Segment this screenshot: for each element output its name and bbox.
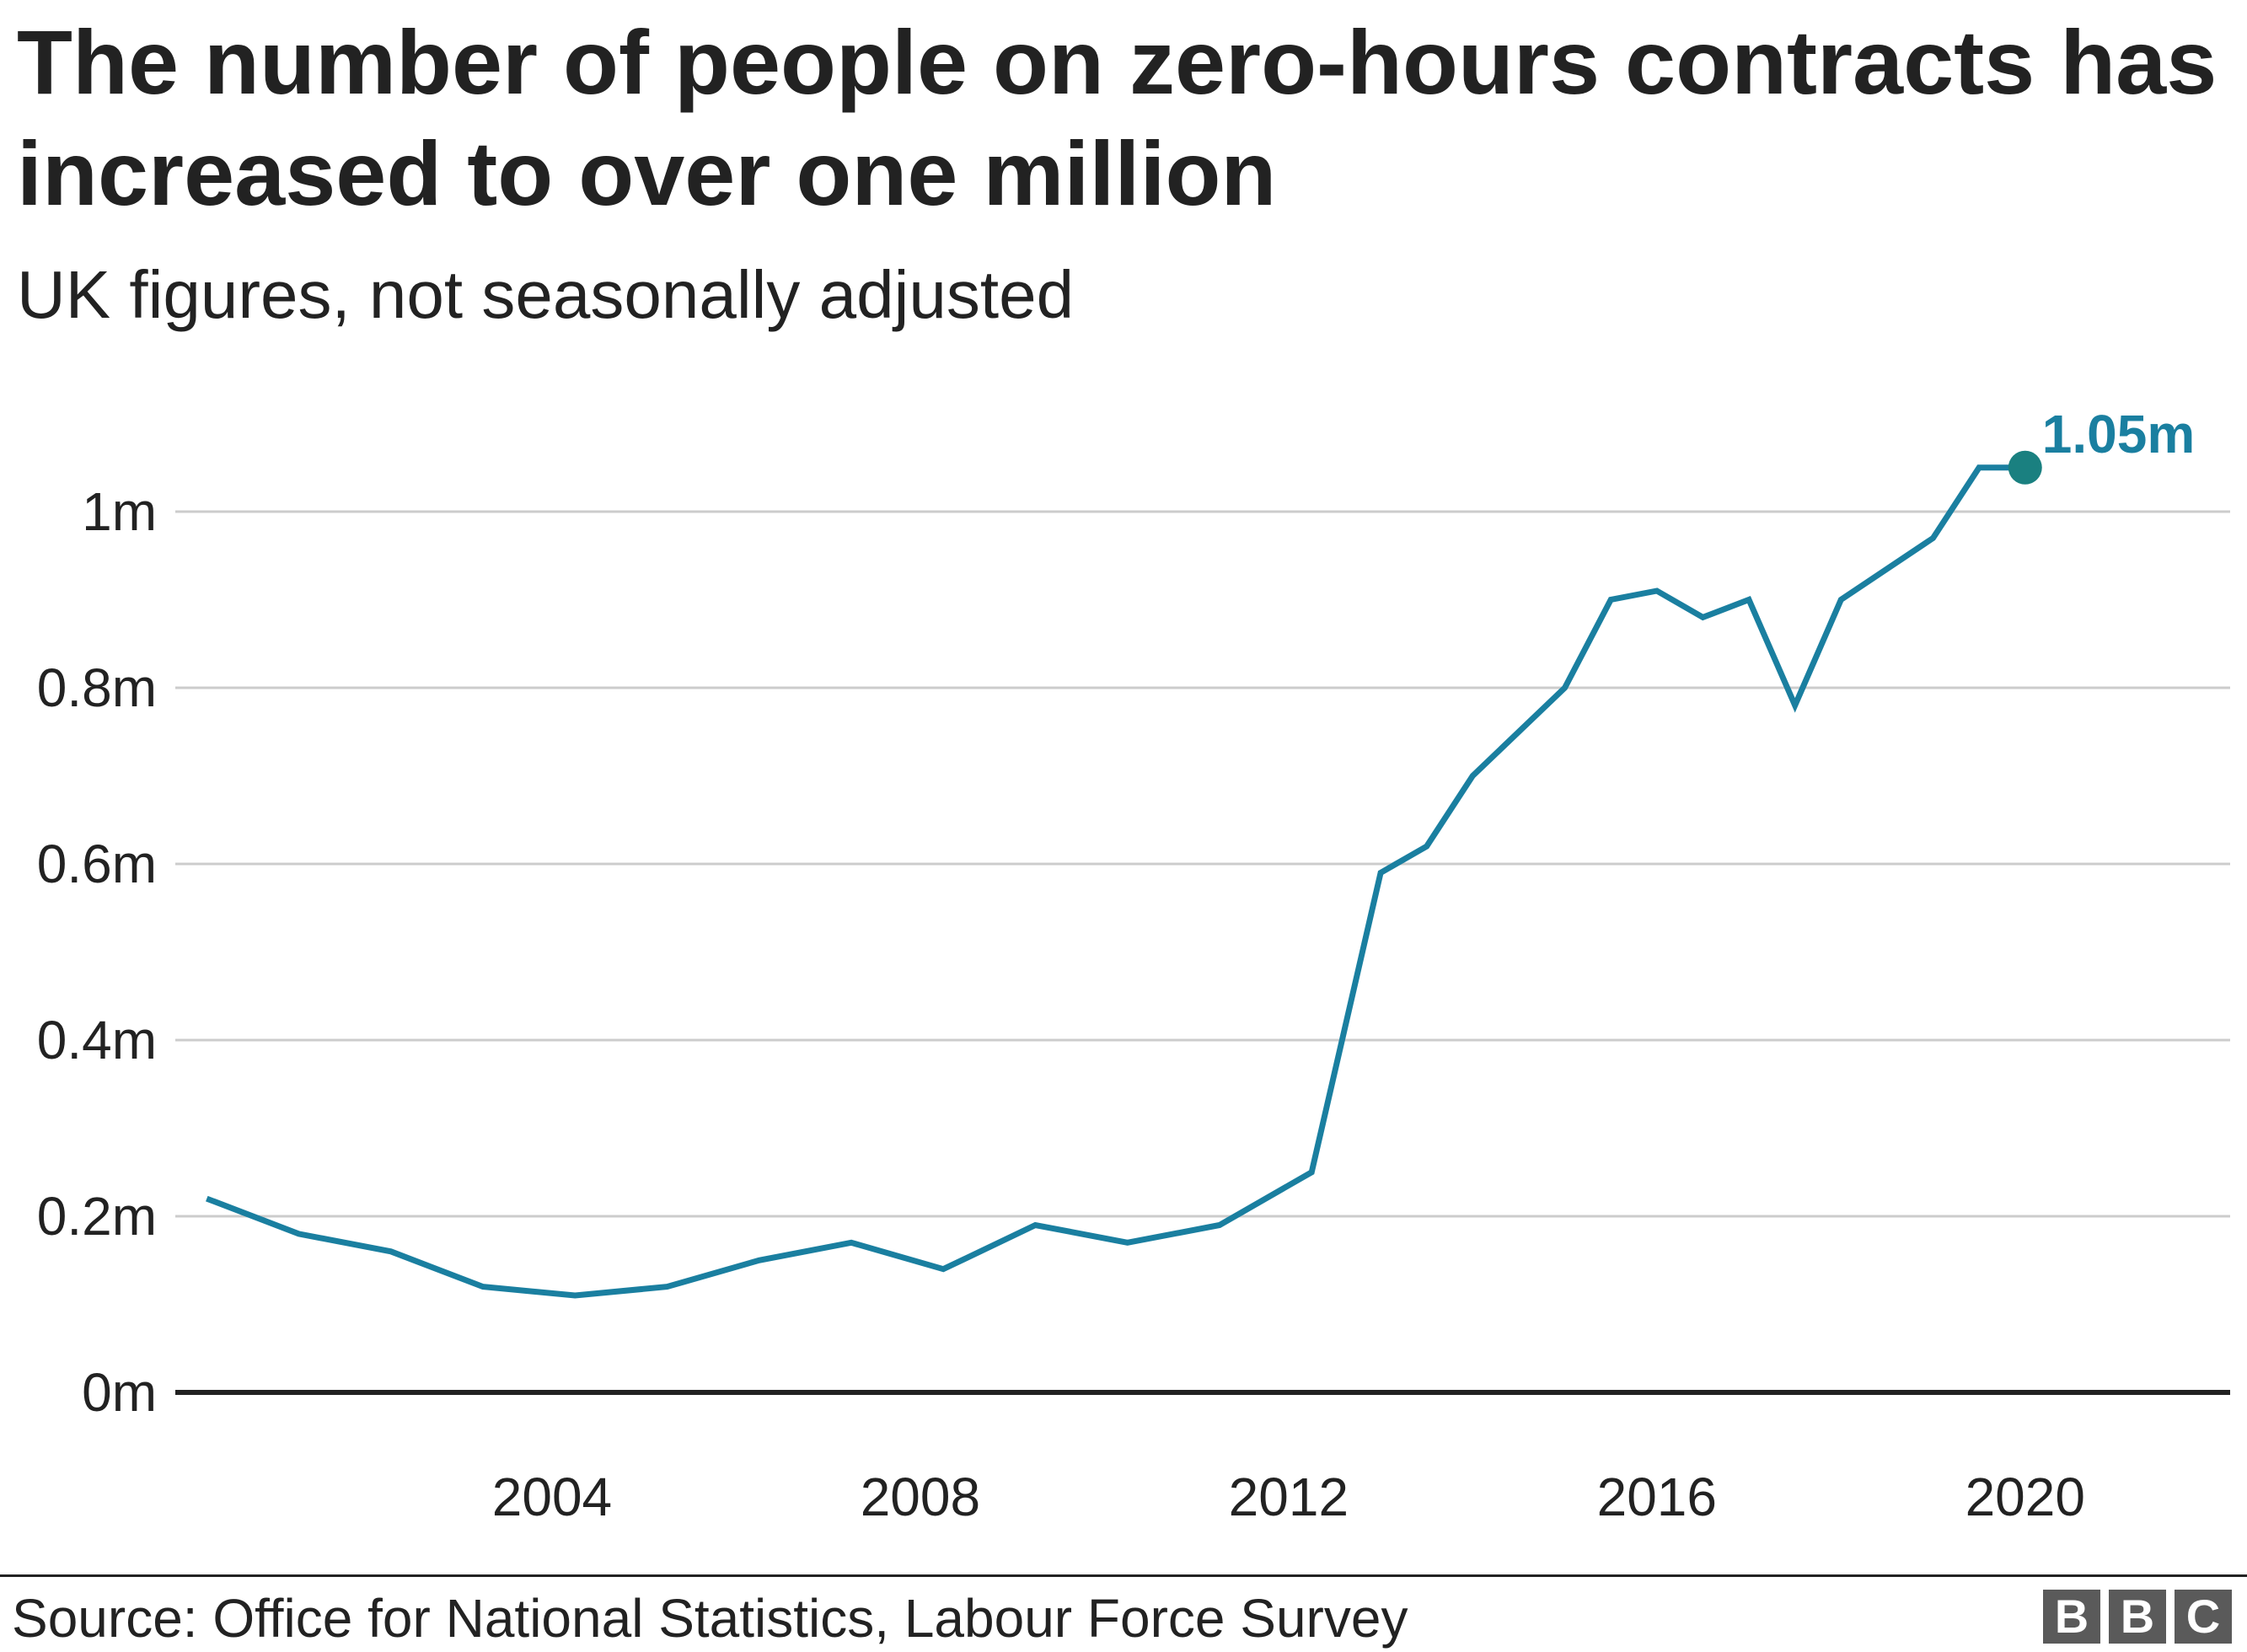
x-tick-label: 2008 xyxy=(861,1467,980,1527)
bbc-logo: B B C xyxy=(2043,1590,2232,1644)
y-tick-label: 0.8m xyxy=(37,657,157,718)
endpoint-value-label: 1.05m xyxy=(2042,404,2195,464)
gridlines xyxy=(175,510,2230,1395)
y-axis-tick-labels: 0m 0.2m 0.4m 0.6m 0.8m 1m xyxy=(37,481,157,1423)
source-note: Source: Office for National Statistics, … xyxy=(12,1588,1408,1649)
chart-subtitle: UK figures, not seasonally adjusted xyxy=(17,257,1075,332)
chart-title: The number of people on zero-hours contr… xyxy=(17,11,2218,224)
series-layer xyxy=(206,464,2025,1299)
bbc-logo-letter: C xyxy=(2175,1590,2232,1644)
y-tick-label: 0.6m xyxy=(37,834,157,894)
y-tick-label: 0.4m xyxy=(37,1010,157,1070)
bbc-logo-letter: B xyxy=(2043,1590,2100,1644)
line-chart: 0m 0.2m 0.4m 0.6m 0.8m 1m 2004 2008 2012 2016 202… xyxy=(37,404,2230,1527)
x-tick-label: 2016 xyxy=(1597,1467,1717,1527)
y-tick-label: 1m xyxy=(82,481,157,542)
footer-divider xyxy=(0,1574,2247,1577)
y-tick-label: 0.2m xyxy=(37,1186,157,1247)
y-tick-label: 0m xyxy=(82,1362,157,1423)
bbc-logo-letter: B xyxy=(2109,1590,2166,1644)
endpoint-marker xyxy=(2008,450,2042,485)
x-axis-tick-labels: 2004 2008 2012 2016 2020 xyxy=(492,1467,2085,1527)
x-tick-label: 2004 xyxy=(492,1467,612,1527)
annotations: 1.05m xyxy=(2008,404,2195,485)
series-line xyxy=(206,464,2025,1299)
x-tick-label: 2020 xyxy=(1965,1467,2085,1527)
x-tick-label: 2012 xyxy=(1229,1467,1349,1527)
